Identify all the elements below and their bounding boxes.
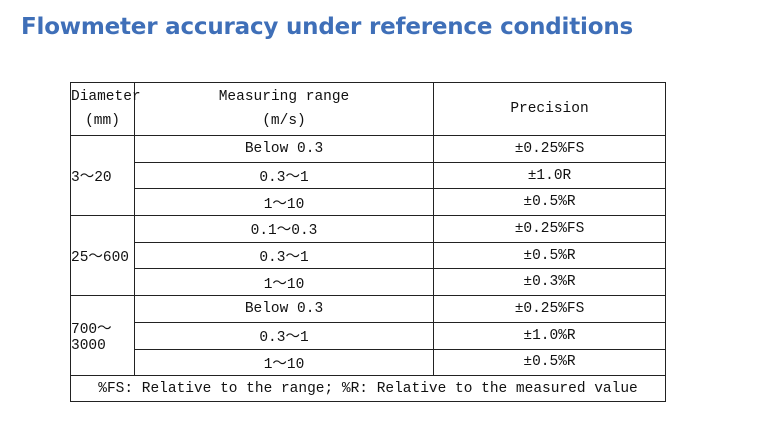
precision-cell: ±0.5%R — [433, 241, 666, 270]
range-cell: Below 0.3 — [134, 135, 434, 163]
range-cell: 0.3～1 — [134, 321, 434, 350]
header-diameter: Diameter (mm) — [70, 82, 141, 136]
range-cell: 1～10 — [134, 348, 434, 377]
precision-cell: ±0.5%R — [433, 348, 666, 377]
header-range-unit: (m/s) — [262, 113, 306, 129]
range-cell: 1～10 — [134, 268, 434, 297]
accuracy-table: Diameter (mm) Measuring range (m/s) Prec… — [70, 82, 666, 403]
range-cell: 0.3～1 — [134, 161, 434, 190]
precision-cell: ±0.5%R — [433, 188, 666, 217]
header-diameter-unit: (mm) — [85, 113, 120, 129]
table-row: 25～600 0.1～0.3 ±0.25%FS — [70, 215, 666, 297]
header-range-label: Measuring range — [218, 89, 350, 105]
table-footnote-row: %FS: Relative to the range; %R: Relative… — [70, 375, 666, 403]
header-precision: Precision — [433, 82, 666, 136]
diameter-cell: 700～3000 — [70, 295, 135, 377]
precision-cell: ±0.25%FS — [433, 215, 666, 243]
table-row: 700～3000 Below 0.3 ±0.25%FS — [70, 295, 666, 377]
table-row: 1～10 ±0.5%R — [71, 348, 666, 377]
header-measuring-range: Measuring range (m/s) — [134, 82, 434, 136]
range-cell: Below 0.3 — [134, 295, 434, 323]
diameter-cell: 3～20 — [70, 134, 135, 217]
page-title: Flowmeter accuracy under reference condi… — [21, 14, 633, 40]
table-header-row: Diameter (mm) Measuring range (m/s) Prec… — [70, 82, 666, 136]
precision-cell: ±0.25%FS — [433, 135, 666, 163]
range-cell: 0.3～1 — [134, 241, 434, 270]
table-row: 0.3～1 ±1.0R — [71, 161, 666, 190]
header-diameter-label: Diameter — [71, 89, 141, 105]
diameter-cell: 25～600 — [70, 215, 135, 297]
precision-cell: ±1.0%R — [433, 321, 666, 350]
table-row: 1～10 ±0.3%R — [71, 268, 666, 297]
table-row: 3～20 Below 0.3 ±0.25%FS — [70, 134, 666, 217]
precision-cell: ±0.25%FS — [433, 295, 666, 323]
table-row: 0.3～1 ±1.0%R — [71, 321, 666, 350]
range-cell: 1～10 — [134, 188, 434, 217]
table-row: 0.3～1 ±0.5%R — [71, 241, 666, 270]
precision-cell: ±0.3%R — [433, 268, 666, 297]
table-row: 1～10 ±0.5%R — [71, 188, 666, 217]
table-footnote: %FS: Relative to the range; %R: Relative… — [70, 375, 666, 403]
range-cell: 0.1～0.3 — [134, 215, 434, 243]
precision-cell: ±1.0R — [433, 161, 666, 190]
